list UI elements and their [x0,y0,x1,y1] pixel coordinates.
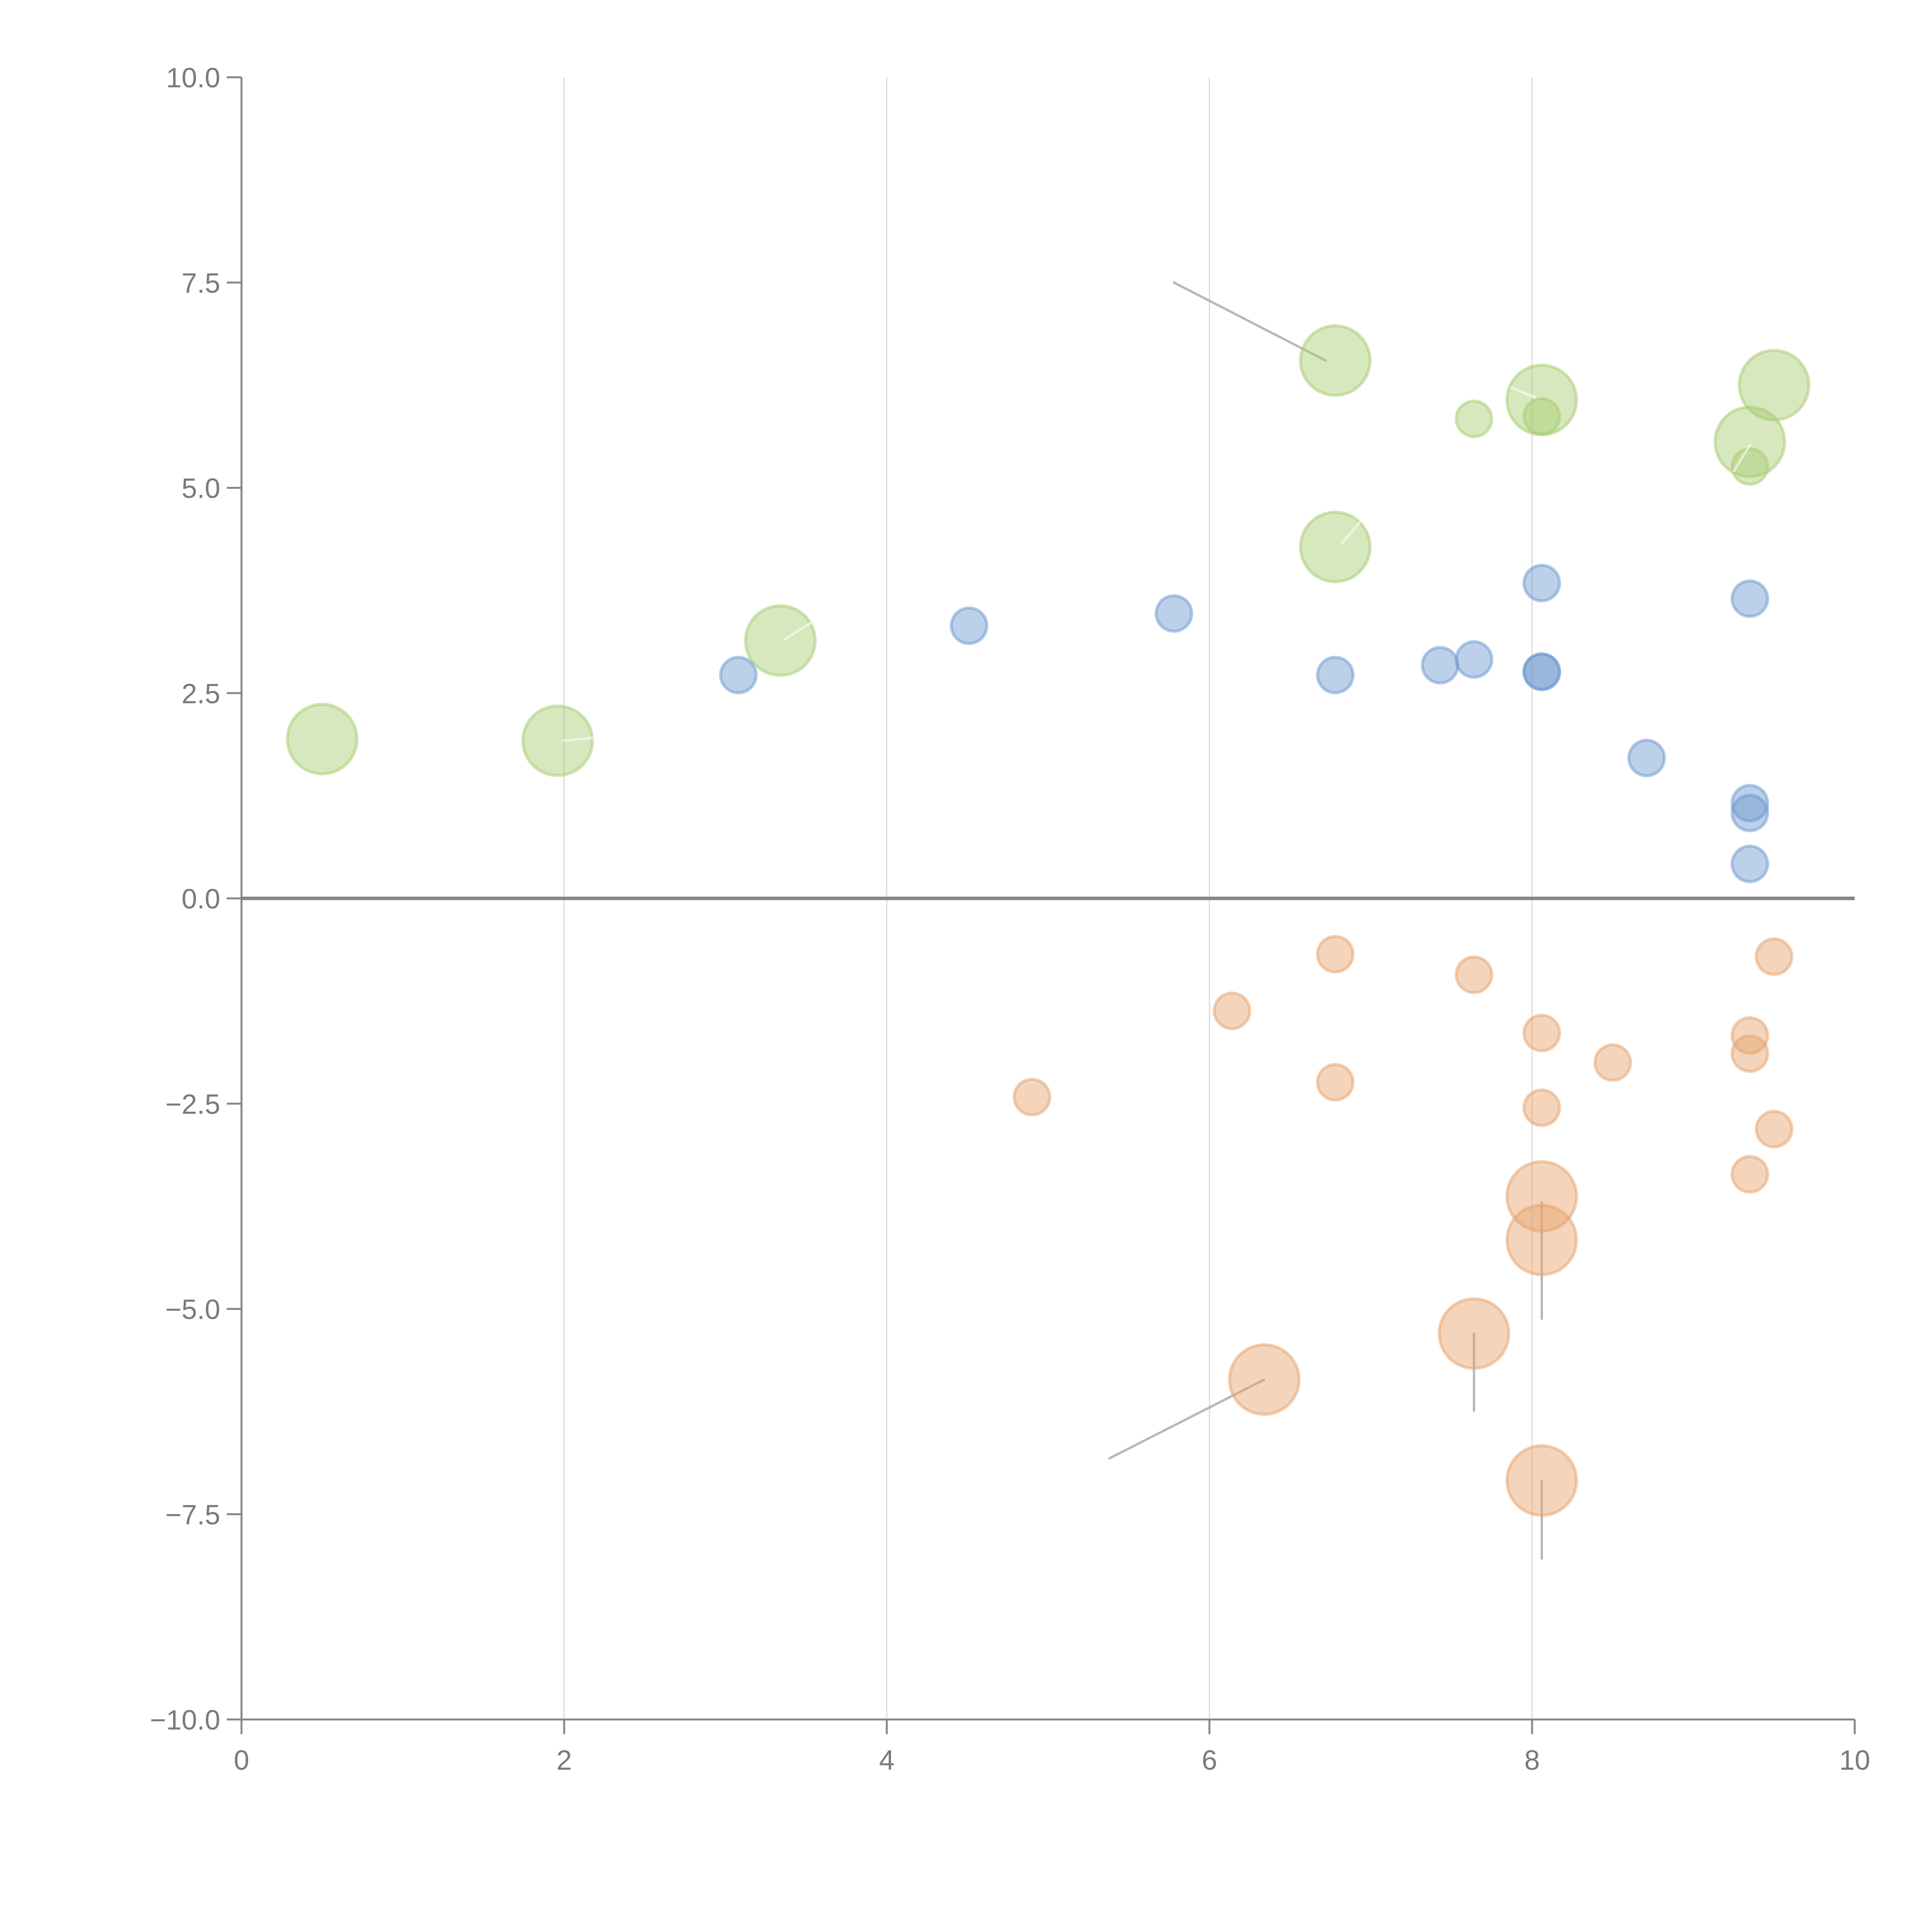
x-tick-label: 6 [1202,1745,1217,1776]
leader-line [1732,444,1751,473]
data-point-blue [1730,794,1769,832]
data-point-orange [1012,1078,1051,1117]
y-tick-label: 2.5 [182,679,220,709]
data-point-orange [1505,1204,1578,1276]
data-point-blue [719,656,758,694]
data-point-green [744,604,817,677]
x-tick-label: 2 [556,1745,572,1776]
data-point-orange [1228,1343,1301,1416]
data-point-orange [1522,1014,1561,1053]
y-axis-ticks: 10.0 7.5 5.0 2.5 0.0 −2.5 −5.0 −7.5 −10.0 [150,63,242,1736]
data-point-orange [1454,955,1493,994]
data-point-blue [1454,640,1493,679]
data-point-green [1454,400,1493,438]
data-point-blue [1730,784,1769,823]
y-tick-label: −2.5 [165,1089,220,1120]
leader-line [563,736,598,742]
data-point-blue [1627,738,1666,777]
data-point-orange [1213,992,1252,1031]
y-tick-label: 5.0 [182,473,220,504]
leader-line [1108,1378,1265,1460]
data-point-blue [1730,844,1769,883]
x-tick-label: 4 [879,1745,895,1776]
data-point-orange [1505,1444,1578,1517]
data-point-blue [1522,652,1561,691]
y-tick-label: 0.0 [182,884,220,915]
data-point-blue [1421,646,1460,685]
axes [240,77,1855,1721]
data-point-blue [949,606,988,645]
data-point-orange [1505,1160,1578,1233]
y-tick-label: −7.5 [165,1500,220,1531]
data-point-orange [1316,935,1355,974]
data-points [286,324,1811,1517]
data-point-blue [1316,656,1355,694]
x-tick-label: 10 [1839,1745,1870,1776]
data-point-orange [1730,1155,1769,1194]
data-point-orange [1437,1297,1510,1370]
data-point-green [1299,324,1372,397]
x-tick-label: 0 [234,1745,249,1776]
data-point-orange [1755,937,1794,976]
leader-line [1510,386,1537,399]
data-point-orange [1522,1088,1561,1127]
leader-line [1340,519,1362,545]
leader-line [1173,281,1327,362]
y-tick-label: −10.0 [150,1705,220,1736]
y-tick-label: −5.0 [165,1294,220,1325]
label-leader-lines [1108,281,1543,1560]
leader-line [784,619,816,640]
data-point-blue [1730,579,1769,618]
x-tick-label: 8 [1524,1745,1540,1776]
data-point-orange [1316,1063,1355,1102]
data-point-orange [1593,1043,1632,1082]
data-point-green [1738,349,1811,422]
x-axis-ticks: 0 2 4 6 8 10 [234,1719,1870,1776]
data-point-orange [1730,1034,1769,1073]
data-point-green [286,702,359,776]
data-point-blue [1155,594,1194,633]
data-point-blue [1522,564,1561,602]
y-tick-label: 10.0 [166,63,220,94]
data-point-green [1522,397,1561,436]
data-point-orange [1755,1110,1794,1149]
data-point-green [521,704,594,777]
y-tick-label: 7.5 [182,268,220,299]
